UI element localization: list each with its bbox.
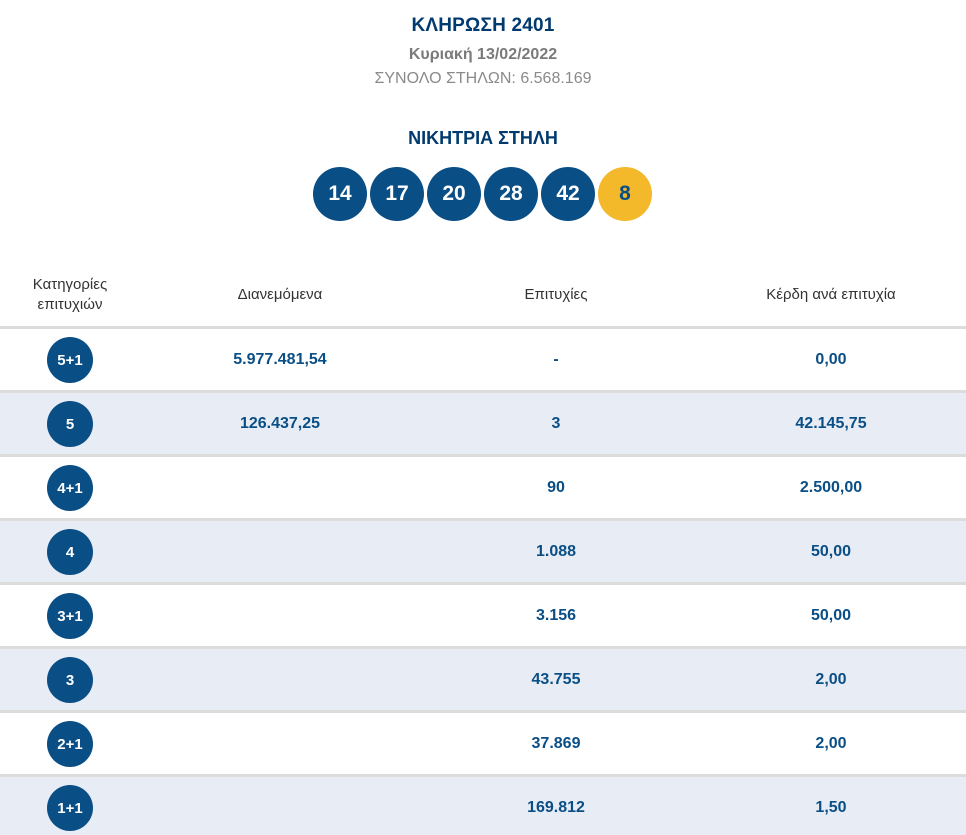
distributed-cell: 126.437,25 bbox=[239, 414, 321, 432]
column-header-distributed: Διανεμόμενα bbox=[237, 286, 323, 303]
winners-cell: 90 bbox=[547, 478, 565, 496]
winning-number-ball: 14 bbox=[313, 167, 367, 221]
winners-cell: 43.755 bbox=[531, 670, 581, 688]
category-badge: 5+1 bbox=[47, 337, 93, 383]
prize-cell: 0,00 bbox=[815, 350, 847, 368]
prize-cell: 2,00 bbox=[815, 734, 847, 752]
category-badge: 4+1 bbox=[47, 465, 93, 511]
winning-number-ball: 20 bbox=[427, 167, 481, 221]
category-badge: 5 bbox=[47, 401, 93, 447]
winning-number-ball: 28 bbox=[484, 167, 538, 221]
winning-number-ball: 42 bbox=[541, 167, 595, 221]
winners-cell: 3.156 bbox=[535, 606, 577, 624]
winners-cell: 3 bbox=[551, 414, 561, 432]
table-row: 4 1.088 50,00 bbox=[0, 521, 966, 585]
column-header-prize: Κέρδη ανά επιτυχία bbox=[766, 286, 896, 303]
winning-number-ball: 17 bbox=[370, 167, 424, 221]
winners-cell: 1.088 bbox=[535, 542, 577, 560]
table-row: 3+1 3.156 50,00 bbox=[0, 585, 966, 649]
distributed-cell bbox=[180, 521, 380, 582]
column-header-category: Κατηγορίες επιτυχιών bbox=[32, 276, 108, 313]
draw-title: ΚΛΗΡΩΣΗ 2401 bbox=[411, 15, 555, 36]
category-badge: 2+1 bbox=[47, 721, 93, 767]
distributed-cell bbox=[180, 649, 380, 710]
prize-cell: 2.500,00 bbox=[799, 478, 863, 496]
winners-cell: 37.869 bbox=[531, 734, 581, 752]
prize-cell: 50,00 bbox=[810, 606, 852, 624]
draw-date: Κυριακή 13/02/2022 bbox=[408, 46, 558, 63]
results-table-body: 5+1 5.977.481,54 - 0,00 5 126.437,25 3 4… bbox=[0, 329, 966, 835]
results-table-header: Κατηγορίες επιτυχιών Διανεμόμενα Επιτυχί… bbox=[0, 264, 966, 329]
prize-cell: 42.145,75 bbox=[795, 414, 867, 432]
category-badge: 4 bbox=[47, 529, 93, 575]
column-header-winners: Επιτυχίες bbox=[524, 286, 588, 303]
distributed-cell bbox=[180, 585, 380, 646]
table-row: 3 43.755 2,00 bbox=[0, 649, 966, 713]
table-row: 1+1 169.812 1,50 bbox=[0, 777, 966, 835]
distributed-cell: 5.977.481,54 bbox=[233, 350, 327, 368]
table-row: 5 126.437,25 3 42.145,75 bbox=[0, 393, 966, 457]
winners-cell: 169.812 bbox=[527, 798, 585, 816]
distributed-cell bbox=[180, 713, 380, 774]
total-columns: ΣΥΝΟΛΟ ΣΤΗΛΩΝ: 6.568.169 bbox=[374, 70, 592, 87]
category-badge: 1+1 bbox=[47, 785, 93, 831]
prize-cell: 1,50 bbox=[815, 798, 847, 816]
category-badge: 3+1 bbox=[47, 593, 93, 639]
prize-cell: 2,00 bbox=[815, 670, 847, 688]
joker-number-ball: 8 bbox=[598, 167, 652, 221]
distributed-cell bbox=[180, 457, 380, 518]
winners-cell: - bbox=[553, 350, 559, 368]
winning-column-title: ΝΙΚΗΤΡΙΑ ΣΤΗΛΗ bbox=[408, 128, 558, 148]
category-badge: 3 bbox=[47, 657, 93, 703]
table-row: 5+1 5.977.481,54 - 0,00 bbox=[0, 329, 966, 393]
table-row: 2+1 37.869 2,00 bbox=[0, 713, 966, 777]
prize-cell: 50,00 bbox=[810, 542, 852, 560]
winning-numbers: 14 17 20 28 42 8 bbox=[313, 167, 652, 221]
distributed-cell bbox=[180, 777, 380, 835]
table-row: 4+1 90 2.500,00 bbox=[0, 457, 966, 521]
